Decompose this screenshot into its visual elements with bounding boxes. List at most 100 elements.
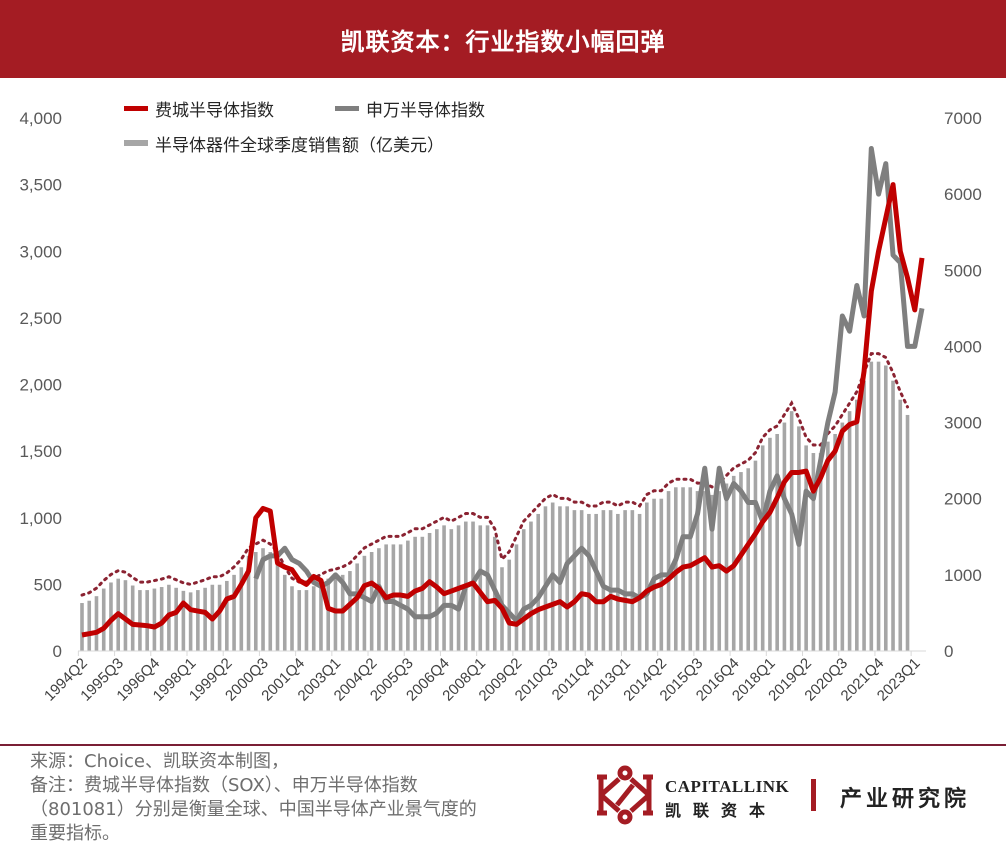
- note-line-1: 备注：费城半导体指数（SOX）、申万半导体指数: [30, 775, 418, 796]
- sales-bar: [101, 588, 106, 651]
- sales-bar: [623, 510, 627, 651]
- left-axis-tick-label: 1,500: [19, 442, 62, 461]
- sales-bar: [717, 491, 722, 651]
- sales-bar: [123, 580, 128, 651]
- left-axis-tick-label: 0: [53, 642, 62, 661]
- sales-bar: [804, 445, 808, 651]
- right-axis-tick-label: 0: [944, 642, 953, 661]
- left-y-axis: 0 500 1,000 1,500 2,000 2,500 3,000 3,500 4,000: [19, 109, 62, 661]
- sales-bar: [427, 532, 432, 651]
- logo-separator: [811, 779, 816, 811]
- sales-bar: [94, 596, 99, 651]
- right-axis-tick-label: 5000: [944, 261, 982, 280]
- footer-divider: [0, 744, 1006, 746]
- sales-bar: [478, 525, 483, 651]
- sales-bar: [246, 555, 251, 651]
- sales-bar: [630, 510, 635, 651]
- sales-bar: [652, 498, 656, 651]
- sales-bar: [637, 513, 642, 651]
- institute-name: 产业研究院: [840, 786, 971, 812]
- sales-bar: [789, 411, 794, 651]
- sales-bar: [239, 567, 244, 651]
- sales-bar: [891, 380, 895, 651]
- sales-bar: [275, 559, 280, 651]
- sales-bar: [420, 536, 425, 651]
- left-axis-tick-label: 1,000: [19, 509, 62, 528]
- x-axis-ticks: [77, 651, 912, 656]
- sales-bar: [688, 487, 693, 651]
- sales-bar: [159, 587, 164, 651]
- right-axis-tick-label: 3000: [944, 414, 982, 433]
- sales-bar: [521, 529, 526, 651]
- sales-bar: [529, 521, 533, 651]
- left-axis-tick-label: 3,000: [19, 242, 62, 261]
- sales-bar: [398, 544, 403, 651]
- sales-bar: [253, 552, 258, 651]
- left-axis-tick-label: 500: [34, 575, 62, 594]
- sales-bar: [348, 571, 352, 651]
- sales-bar: [616, 513, 620, 651]
- legend-swatch-sw: [335, 106, 359, 111]
- sales-bar: [883, 365, 888, 651]
- sales-bar: [862, 380, 866, 651]
- sales-bar: [485, 525, 490, 651]
- sales-bar: [109, 582, 113, 651]
- sales-bar: [261, 548, 265, 651]
- sales-bar: [782, 422, 787, 651]
- sales-bar: [746, 468, 751, 651]
- sales-bar: [710, 494, 714, 651]
- sales-bar: [326, 578, 331, 651]
- sales-bar: [869, 361, 874, 651]
- note-line-3: 重要指标。: [30, 823, 120, 844]
- sales-bar: [130, 585, 135, 651]
- logo-english-name: CAPITALLINK: [665, 777, 790, 796]
- sales-bar: [232, 574, 236, 651]
- sales-bars: [80, 361, 910, 651]
- legend-swatch-sox: [124, 106, 148, 111]
- right-axis-tick-label: 1000: [944, 566, 982, 585]
- chart: 05001,0001,5002,0002,5003,0003,5004,000 …: [19, 101, 982, 705]
- sales-bar: [282, 574, 287, 651]
- sw-semiconductor-index-line: [253, 145, 925, 624]
- sales-bar: [673, 487, 678, 651]
- sales-bar: [572, 510, 577, 651]
- sales-bar: [442, 525, 446, 651]
- sales-bar: [818, 453, 823, 651]
- sales-trend-dotted-line: [80, 352, 910, 597]
- right-y-axis: 0 1000 2000 3000 4000 5000 6000 7000: [944, 109, 982, 661]
- sales-bar: [724, 483, 729, 651]
- right-axis-tick-label: 7000: [944, 109, 982, 128]
- sales-bar: [768, 437, 772, 651]
- sales-bar: [645, 502, 649, 651]
- right-axis-tick-label: 2000: [944, 490, 982, 509]
- legend: 费城半导体指数 申万半导体指数 半导体器件全球季度销售额（亿美元）: [124, 101, 485, 156]
- sales-bar: [174, 587, 178, 651]
- sales-bar: [833, 433, 837, 651]
- sales-bar: [840, 422, 845, 651]
- logo-chinese-name: 凯联资本: [665, 801, 778, 820]
- sales-bar: [311, 586, 316, 651]
- sales-bar: [188, 592, 193, 651]
- source-text: 来源：Choice、凯联资本制图，: [30, 751, 289, 772]
- sales-bar: [290, 586, 294, 651]
- sox-index-line: [81, 182, 925, 638]
- sales-bar: [87, 600, 92, 651]
- sales-bar: [695, 491, 700, 651]
- legend-item-sw: 申万半导体指数: [335, 101, 485, 121]
- sales-bar: [608, 510, 613, 651]
- sales-bar: [80, 603, 84, 651]
- sales-bar: [579, 510, 584, 651]
- sales-bar: [217, 584, 222, 651]
- sales-bar: [565, 506, 569, 651]
- sales-bar: [855, 399, 859, 651]
- sales-bar: [196, 590, 200, 651]
- right-axis-tick-label: 4000: [944, 337, 982, 356]
- sales-bar: [297, 590, 302, 651]
- sales-bar: [181, 590, 186, 651]
- note-line-2: （801081）分别是衡量全球、中国半导体产业景气度的: [30, 799, 477, 820]
- capitallink-logo: CAPITALLINK 凯联资本 产业研究院: [595, 765, 995, 825]
- footnote: 来源：Choice、凯联资本制图， 备注：费城半导体指数（SOX）、申万半导体指…: [30, 750, 560, 846]
- sales-bar: [507, 559, 512, 651]
- left-axis-tick-label: 2,000: [19, 376, 62, 395]
- sales-bar: [594, 513, 598, 651]
